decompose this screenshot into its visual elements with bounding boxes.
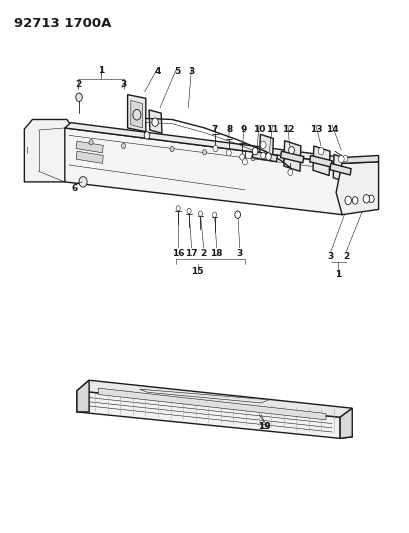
Circle shape bbox=[251, 156, 255, 161]
Polygon shape bbox=[260, 134, 273, 161]
Polygon shape bbox=[310, 156, 332, 167]
Circle shape bbox=[79, 176, 87, 187]
Circle shape bbox=[202, 150, 207, 155]
Polygon shape bbox=[330, 164, 351, 175]
Text: 10: 10 bbox=[253, 125, 265, 133]
Circle shape bbox=[265, 153, 271, 160]
Text: 3: 3 bbox=[328, 253, 334, 262]
Text: 5: 5 bbox=[174, 67, 180, 76]
Circle shape bbox=[133, 109, 141, 120]
Text: 2: 2 bbox=[343, 253, 349, 262]
Circle shape bbox=[339, 156, 344, 163]
Text: 3: 3 bbox=[236, 249, 243, 258]
Polygon shape bbox=[65, 123, 348, 164]
Text: 2: 2 bbox=[200, 249, 207, 258]
Circle shape bbox=[213, 212, 217, 217]
Text: 11: 11 bbox=[266, 125, 279, 133]
Text: 1: 1 bbox=[98, 66, 104, 75]
Circle shape bbox=[176, 206, 180, 211]
Circle shape bbox=[240, 154, 245, 160]
Polygon shape bbox=[340, 408, 352, 438]
Polygon shape bbox=[77, 380, 89, 412]
Polygon shape bbox=[336, 162, 379, 215]
Polygon shape bbox=[131, 100, 143, 128]
Circle shape bbox=[198, 211, 202, 216]
Circle shape bbox=[226, 150, 231, 156]
Text: 15: 15 bbox=[191, 267, 204, 276]
Text: 4: 4 bbox=[155, 67, 161, 76]
Circle shape bbox=[352, 197, 358, 204]
Text: 19: 19 bbox=[258, 422, 271, 431]
Text: 8: 8 bbox=[227, 125, 233, 133]
Polygon shape bbox=[149, 110, 162, 133]
Circle shape bbox=[187, 208, 191, 214]
Polygon shape bbox=[25, 119, 73, 182]
Text: 14: 14 bbox=[326, 125, 338, 133]
Circle shape bbox=[144, 132, 150, 139]
Circle shape bbox=[343, 156, 348, 162]
Text: 7: 7 bbox=[211, 125, 218, 133]
Circle shape bbox=[288, 169, 293, 175]
Text: 9: 9 bbox=[240, 125, 247, 133]
Text: 13: 13 bbox=[310, 125, 322, 133]
Circle shape bbox=[121, 143, 126, 149]
Polygon shape bbox=[77, 380, 352, 417]
Text: 17: 17 bbox=[185, 249, 198, 258]
Circle shape bbox=[363, 195, 370, 203]
Circle shape bbox=[76, 93, 82, 101]
Polygon shape bbox=[281, 151, 304, 163]
Circle shape bbox=[89, 140, 93, 145]
Text: 19: 19 bbox=[258, 422, 271, 431]
Polygon shape bbox=[76, 151, 103, 164]
Circle shape bbox=[289, 147, 294, 154]
Polygon shape bbox=[313, 146, 330, 175]
Text: 1: 1 bbox=[335, 270, 342, 279]
Polygon shape bbox=[77, 391, 340, 438]
Text: 3: 3 bbox=[189, 67, 195, 76]
Text: 92713 1700A: 92713 1700A bbox=[14, 17, 112, 30]
Circle shape bbox=[369, 195, 374, 203]
Circle shape bbox=[170, 147, 174, 152]
Polygon shape bbox=[65, 128, 342, 215]
Circle shape bbox=[345, 196, 351, 205]
Text: 12: 12 bbox=[282, 125, 294, 133]
Polygon shape bbox=[333, 155, 349, 183]
Text: 2: 2 bbox=[75, 79, 81, 88]
Circle shape bbox=[213, 146, 218, 152]
Text: 3: 3 bbox=[120, 79, 127, 88]
Polygon shape bbox=[284, 141, 301, 171]
Polygon shape bbox=[342, 156, 379, 164]
Polygon shape bbox=[128, 95, 146, 132]
Circle shape bbox=[243, 159, 247, 165]
Circle shape bbox=[283, 158, 288, 164]
Circle shape bbox=[261, 141, 266, 149]
Polygon shape bbox=[76, 141, 103, 153]
Text: 18: 18 bbox=[210, 249, 223, 258]
Polygon shape bbox=[99, 388, 326, 420]
Text: 6: 6 bbox=[71, 184, 77, 193]
Polygon shape bbox=[252, 151, 277, 162]
Circle shape bbox=[152, 118, 158, 126]
Circle shape bbox=[235, 211, 240, 219]
Text: 16: 16 bbox=[172, 249, 185, 258]
Circle shape bbox=[261, 152, 265, 159]
Polygon shape bbox=[140, 389, 269, 403]
Circle shape bbox=[318, 148, 324, 155]
Circle shape bbox=[252, 148, 258, 155]
